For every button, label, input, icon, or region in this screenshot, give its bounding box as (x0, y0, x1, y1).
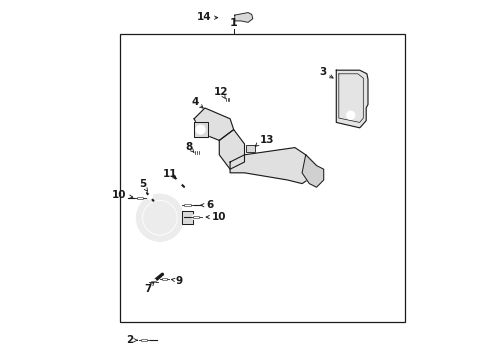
Text: 13: 13 (259, 135, 274, 145)
Circle shape (346, 111, 354, 120)
Text: 8: 8 (185, 142, 192, 152)
Circle shape (192, 214, 199, 220)
Bar (246, 145, 255, 152)
Polygon shape (230, 148, 316, 184)
Circle shape (194, 154, 200, 159)
Text: 4: 4 (191, 96, 199, 107)
Polygon shape (302, 155, 323, 187)
Text: 2: 2 (125, 335, 133, 345)
Polygon shape (219, 130, 244, 169)
Text: 10: 10 (211, 212, 225, 222)
Text: 10: 10 (112, 190, 126, 201)
Circle shape (147, 194, 152, 199)
Circle shape (222, 12, 234, 24)
Polygon shape (181, 211, 193, 224)
Circle shape (175, 178, 182, 185)
Polygon shape (194, 122, 208, 137)
Text: 12: 12 (213, 87, 228, 97)
Circle shape (137, 195, 143, 201)
Polygon shape (234, 13, 252, 22)
Text: 5: 5 (139, 179, 146, 189)
Circle shape (224, 101, 230, 108)
Circle shape (196, 125, 205, 134)
Circle shape (141, 337, 147, 343)
Text: 11: 11 (163, 169, 177, 179)
Text: 1: 1 (229, 18, 237, 28)
Polygon shape (194, 108, 233, 140)
Circle shape (136, 194, 183, 241)
Text: 9: 9 (175, 276, 182, 286)
Text: 7: 7 (144, 284, 152, 294)
Polygon shape (336, 70, 367, 128)
Text: 14: 14 (196, 12, 211, 22)
Text: 3: 3 (319, 67, 326, 77)
Text: 6: 6 (205, 200, 213, 210)
Circle shape (183, 202, 191, 209)
Circle shape (162, 276, 167, 282)
Bar (120, 34, 404, 322)
Circle shape (151, 279, 156, 284)
